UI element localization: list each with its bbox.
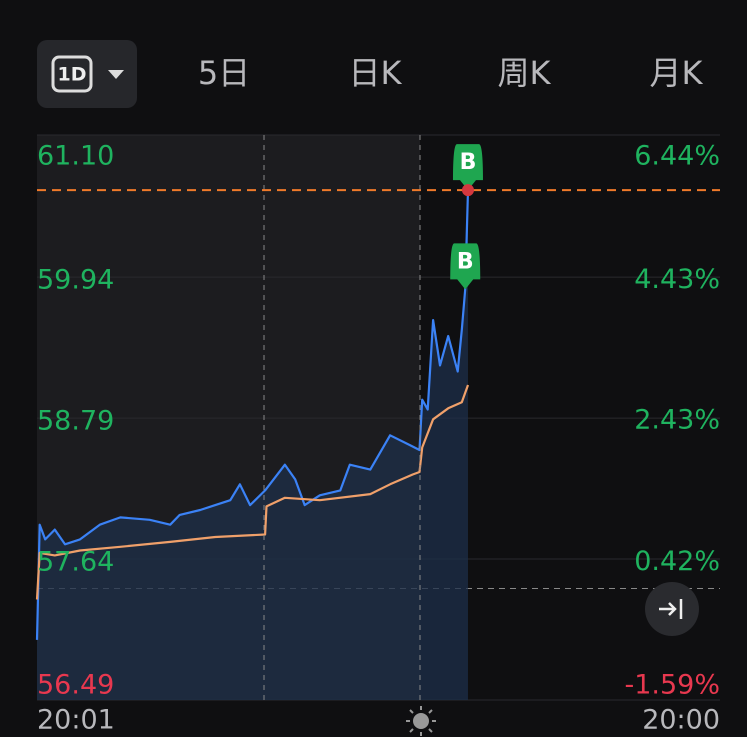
tab[interactable]: 周K (498, 54, 552, 92)
tab[interactable]: 月K (650, 54, 704, 92)
tab[interactable]: 1D (58, 64, 87, 86)
y2-tick-label: 2.43% (634, 405, 720, 436)
sun-icon (406, 706, 436, 736)
x-tick-label: 20:01 (37, 705, 115, 736)
buy-marker (452, 144, 483, 191)
y-tick-label: 59.94 (37, 265, 114, 296)
y-tick-label: 61.10 (37, 141, 114, 172)
y2-tick-label: 4.43% (634, 264, 720, 295)
tab[interactable]: 5日 (198, 54, 250, 92)
buy-marker (450, 243, 481, 290)
plot (35, 134, 720, 701)
period-box (51, 55, 93, 93)
price-line (35, 190, 470, 640)
last-price-dot (461, 184, 474, 197)
price-area (37, 190, 468, 700)
y-tick-label: 56.49 (37, 670, 114, 701)
tab[interactable]: 日K (349, 54, 403, 92)
average-line (35, 384, 470, 600)
y2-tick-label: 0.42% (634, 546, 720, 577)
x-tick-label: 20:00 (642, 705, 720, 736)
y-tick-label: 57.64 (37, 547, 114, 578)
y2-tick-label: -1.59% (624, 670, 720, 701)
y-tick-label: 58.79 (37, 406, 114, 437)
y2-tick-label: 6.44% (634, 141, 720, 172)
buy-marker-label: B (460, 150, 477, 175)
buy-marker-label: B (457, 249, 474, 274)
dropdown-icon (108, 70, 124, 79)
scroll-latest-icon (659, 599, 683, 619)
